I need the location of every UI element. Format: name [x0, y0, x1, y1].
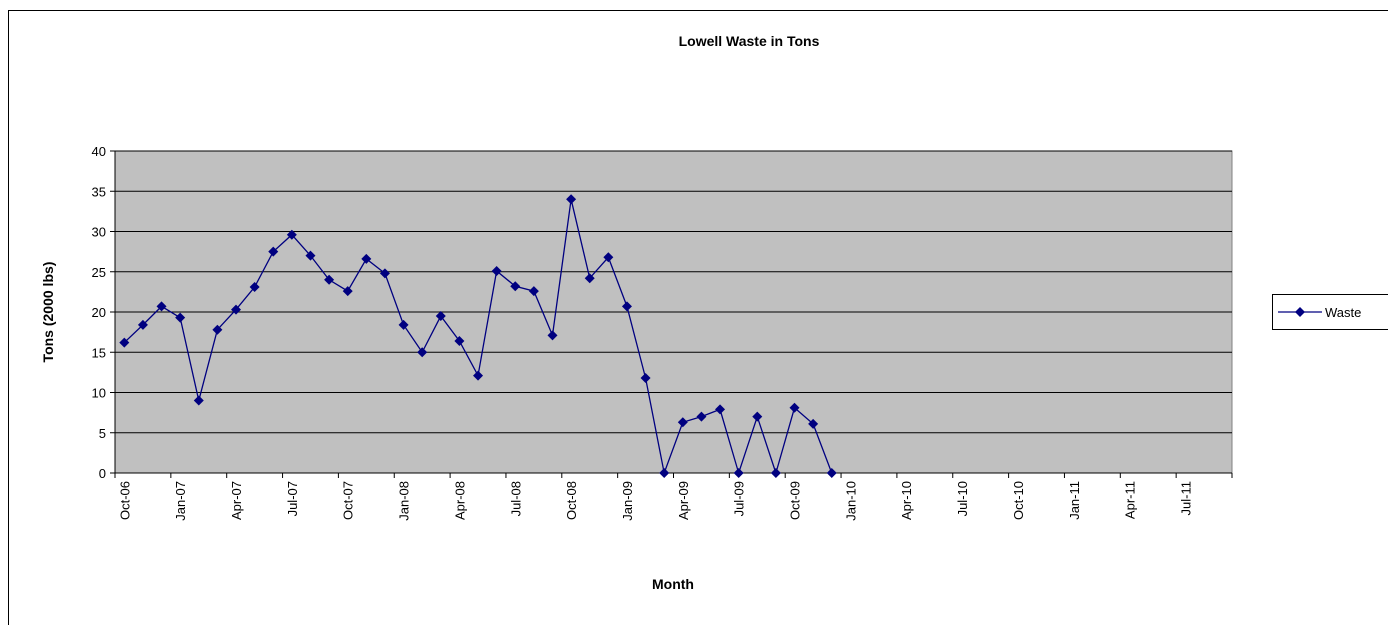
y-tick-label: 20	[92, 305, 106, 320]
x-tick-label: Jul-08	[508, 481, 523, 516]
data-point	[249, 282, 260, 293]
data-point	[473, 370, 484, 381]
data-point	[584, 273, 595, 284]
x-tick-label: Oct-07	[341, 481, 356, 520]
x-tick-label: Oct-09	[788, 481, 803, 520]
data-point	[566, 194, 577, 205]
x-tick-label: Oct-08	[564, 481, 579, 520]
data-point	[808, 418, 819, 429]
data-point	[733, 468, 744, 478]
data-point	[417, 347, 428, 358]
data-point	[603, 252, 614, 263]
data-point	[137, 319, 148, 330]
x-tick-label: Apr-08	[452, 481, 467, 520]
data-point	[640, 373, 651, 384]
data-point	[510, 281, 521, 292]
y-tick-label: 10	[92, 386, 106, 401]
data-point	[454, 335, 465, 346]
x-axis-label: Month	[652, 576, 694, 592]
y-tick-label: 5	[99, 426, 106, 441]
data-point	[435, 311, 446, 322]
x-tick-label: Jan-07	[173, 481, 188, 521]
data-point	[547, 330, 558, 341]
x-tick-label: Jan-08	[397, 481, 412, 521]
data-point	[305, 250, 316, 261]
x-tick-label: Apr-10	[899, 481, 914, 520]
y-tick-label: 40	[92, 144, 106, 159]
data-point	[696, 411, 707, 422]
y-tick-label: 0	[99, 466, 106, 481]
x-tick-label: Jan-10	[843, 481, 858, 521]
data-point	[286, 229, 297, 240]
x-tick-label: Jan-09	[620, 481, 635, 521]
data-point	[119, 337, 130, 348]
data-point	[212, 324, 223, 335]
x-tick-label: Apr-07	[229, 481, 244, 520]
y-tick-label: 25	[92, 265, 106, 280]
data-point	[175, 312, 186, 323]
data-point	[231, 304, 242, 315]
data-point	[752, 411, 763, 422]
data-point	[398, 319, 409, 330]
data-point	[789, 402, 800, 413]
x-tick-label: Apr-11	[1123, 481, 1138, 519]
y-axis-label: Tons (2000 lbs)	[40, 262, 56, 363]
legend-label: Waste	[1325, 305, 1361, 320]
data-point	[193, 395, 204, 406]
y-tick-label: 30	[92, 225, 106, 240]
x-tick-label: Jul-11	[1178, 481, 1193, 515]
legend-marker	[1295, 307, 1305, 317]
data-point	[342, 286, 353, 297]
chart-title: Lowell Waste in Tons	[679, 33, 820, 49]
data-point	[659, 468, 670, 478]
data-point	[770, 468, 781, 478]
data-point	[324, 274, 335, 285]
data-point	[677, 417, 688, 428]
data-point	[715, 404, 726, 415]
data-point	[361, 253, 372, 264]
x-tick-label: Jul-09	[732, 481, 747, 516]
x-tick-label: Jul-10	[955, 481, 970, 516]
data-point	[621, 301, 632, 312]
x-tick-label: Jul-07	[285, 481, 300, 516]
data-point	[491, 265, 502, 276]
data-point	[528, 286, 539, 297]
x-tick-label: Oct-06	[117, 481, 132, 520]
y-tick-label: 35	[92, 184, 106, 199]
x-tick-label: Apr-09	[676, 481, 691, 520]
data-point	[826, 468, 837, 478]
x-tick-label: Jan-11	[1067, 481, 1082, 520]
data-point	[268, 246, 279, 257]
data-point	[379, 268, 390, 279]
y-tick-label: 15	[92, 345, 106, 360]
x-tick-label: Oct-10	[1011, 481, 1026, 520]
data-point	[156, 301, 167, 312]
